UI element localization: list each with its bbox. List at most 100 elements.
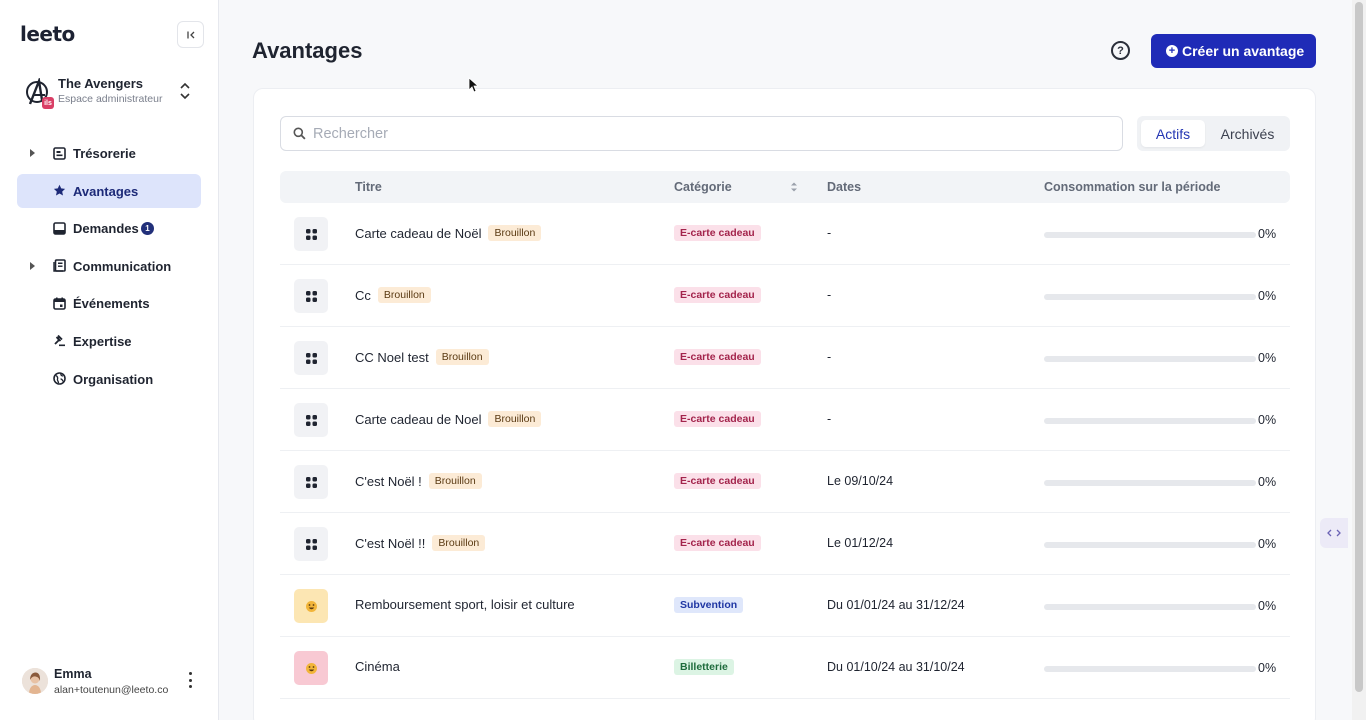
consumption-progress-bar xyxy=(1044,294,1256,300)
table-row[interactable]: Carte cadeau de Noel Brouillon E-carte cad… xyxy=(280,389,1290,451)
category-badge: E-carte cadeau xyxy=(674,225,761,241)
row-dates: - xyxy=(827,226,832,240)
gavel-icon xyxy=(52,334,66,348)
gift-card-icon xyxy=(294,527,328,561)
org-badge: ils xyxy=(42,97,54,109)
sidebar-item-label: Organisation xyxy=(73,371,154,387)
calendar-icon xyxy=(52,296,66,310)
consumption-percent: 0% xyxy=(1258,475,1277,489)
column-header-dates[interactable]: Dates xyxy=(827,180,862,194)
row-title-cell: C'est Noël !! Brouillon xyxy=(355,535,486,551)
search-box[interactable] xyxy=(280,116,1123,151)
status-badge: Brouillon xyxy=(488,225,542,241)
row-title[interactable]: Cinéma xyxy=(355,659,400,674)
sidebar-item-avantages[interactable]: Avantages xyxy=(17,173,201,208)
consumption-progress-bar xyxy=(1044,480,1256,486)
table-row[interactable]: Remboursement sport, loisir et culture Su… xyxy=(280,575,1290,637)
scrollbar-thumb[interactable] xyxy=(1355,2,1363,692)
consumption-percent: 0% xyxy=(1258,661,1277,675)
category-badge: E-carte cadeau xyxy=(674,411,761,427)
gift-card-icon xyxy=(294,403,328,437)
sort-icon[interactable] xyxy=(790,180,798,194)
row-title[interactable]: Carte cadeau de Noel xyxy=(355,411,482,427)
gift-card-icon xyxy=(294,279,328,313)
consumption-percent: 0% xyxy=(1258,599,1277,613)
consumption-percent: 0% xyxy=(1258,537,1277,551)
sidebar-item-communication[interactable]: Communication xyxy=(17,249,201,283)
create-advantage-button[interactable]: + Créer un avantage xyxy=(1151,34,1316,68)
sidebar-item-demandes[interactable]: Demandes 1 xyxy=(17,211,201,245)
sidebar-item-label: Avantages xyxy=(73,183,139,199)
table-row[interactable]: C'est Noël !! Brouillon E-carte cadeau Le 0… xyxy=(280,513,1290,575)
user-email: alan+toutenun@leeto.co xyxy=(54,684,169,696)
more-vertical-icon[interactable] xyxy=(185,672,195,688)
code-icon xyxy=(1327,529,1341,537)
gift-card-icon xyxy=(294,465,328,499)
row-title-cell: Carte cadeau de Noel Brouillon xyxy=(355,411,542,427)
row-title[interactable]: CC Noel test xyxy=(355,349,429,365)
sidebar-item-label: Expertise xyxy=(73,333,132,349)
sidebar-item-evenements[interactable]: Événements xyxy=(17,286,201,320)
consumption-progress-bar xyxy=(1044,418,1256,424)
row-dates: Du 01/10/24 au 31/10/24 xyxy=(827,660,965,674)
collapse-sidebar-button[interactable] xyxy=(177,21,204,48)
row-dates: - xyxy=(827,412,832,426)
treasury-icon xyxy=(52,146,66,160)
org-switcher[interactable]: ils The Avengers Espace administrateur xyxy=(22,74,202,110)
consumption-percent: 0% xyxy=(1258,413,1277,427)
row-dates: - xyxy=(827,288,832,302)
row-title[interactable]: C'est Noël !! xyxy=(355,535,426,551)
table-header: Titre Catégorie Dates Consommation sur l… xyxy=(280,171,1290,203)
sidebar-item-tresorerie[interactable]: Trésorerie xyxy=(17,136,201,170)
consumption-progress-bar xyxy=(1044,232,1256,238)
category-badge: E-carte cadeau xyxy=(674,473,761,489)
row-title[interactable]: Cc xyxy=(355,287,371,303)
table-row[interactable]: C'est Noël ! Brouillon E-carte cadeau Le 09… xyxy=(280,451,1290,513)
caret-right-icon[interactable] xyxy=(30,149,35,157)
caret-right-icon[interactable] xyxy=(30,261,35,270)
table-row[interactable]: Carte cadeau de Noël Brouillon E-carte cad… xyxy=(280,203,1290,265)
column-header-consumption[interactable]: Consommation sur la période xyxy=(1044,180,1221,194)
row-title-cell: Cinéma xyxy=(355,659,400,674)
sidebar-item-label: Événements xyxy=(73,296,150,312)
table-row[interactable]: Cc Brouillon E-carte cadeau - 0% xyxy=(280,265,1290,327)
chevron-up-down-icon xyxy=(180,82,190,100)
search-input[interactable] xyxy=(313,124,1103,144)
emoji-icon xyxy=(294,651,328,685)
row-title[interactable]: C'est Noël ! xyxy=(355,473,422,489)
user-profile[interactable]: Emma alan+toutenun@leeto.co xyxy=(20,664,204,700)
column-header-category[interactable]: Catégorie xyxy=(674,180,732,194)
mouse-cursor-icon xyxy=(468,77,478,93)
status-badge: Brouillon xyxy=(488,411,542,427)
star-icon xyxy=(52,184,66,198)
table-row[interactable]: CC Noel test Brouillon E-carte cadeau - 0% xyxy=(280,327,1290,389)
create-advantage-label: Créer un avantage xyxy=(1182,43,1305,59)
tab-archives[interactable]: Archivés xyxy=(1220,125,1275,142)
table-row[interactable]: Cinéma Billetterie Du 01/10/24 au 31/10/24… xyxy=(280,637,1290,699)
sidebar-nav: Trésorerie Avantages Demandes 1 Communic… xyxy=(17,136,201,399)
consumption-percent: 0% xyxy=(1258,289,1277,303)
sidebar-item-organisation[interactable]: Organisation xyxy=(17,362,201,396)
leeto-logo[interactable]: leeto xyxy=(20,22,75,46)
inbox-icon xyxy=(52,221,66,235)
category-badge: Billetterie xyxy=(674,659,734,675)
column-header-title[interactable]: Titre xyxy=(355,180,382,194)
row-dates: Du 01/01/24 au 31/12/24 xyxy=(827,598,965,612)
row-dates: - xyxy=(827,350,832,364)
category-badge: E-carte cadeau xyxy=(674,349,761,365)
advantages-card: Actifs Archivés Titre Catégorie Dates Co… xyxy=(253,88,1316,720)
row-title[interactable]: Remboursement sport, loisir et culture xyxy=(355,597,575,612)
scrollbar[interactable] xyxy=(1352,0,1366,720)
row-title[interactable]: Carte cadeau de Noël xyxy=(355,225,482,241)
org-name: The Avengers xyxy=(58,76,144,91)
status-badge: Brouillon xyxy=(377,287,431,303)
side-widget-tab[interactable] xyxy=(1320,518,1348,548)
tab-actifs[interactable]: Actifs xyxy=(1141,120,1205,147)
category-badge: E-carte cadeau xyxy=(674,535,761,551)
sidebar-item-label: Communication xyxy=(73,258,172,274)
sidebar-item-expertise[interactable]: Expertise xyxy=(17,324,201,358)
consumption-progress-bar xyxy=(1044,604,1256,610)
category-badge: E-carte cadeau xyxy=(674,287,761,303)
consumption-percent: 0% xyxy=(1258,351,1277,365)
help-icon[interactable]: ? xyxy=(1111,41,1130,60)
